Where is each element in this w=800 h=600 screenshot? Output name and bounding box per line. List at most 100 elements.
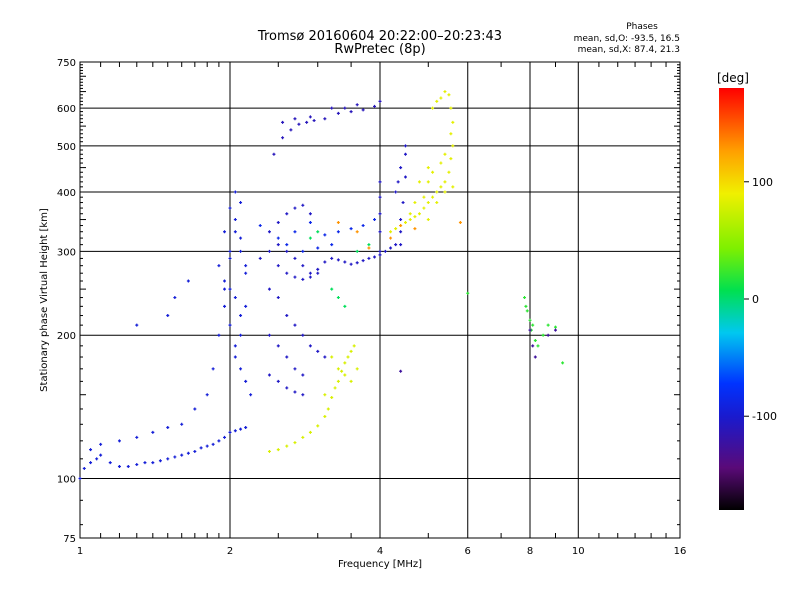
data-point xyxy=(117,439,121,443)
data-point xyxy=(349,349,353,353)
data-point xyxy=(443,152,447,156)
data-point xyxy=(217,333,221,337)
data-point xyxy=(217,439,221,443)
data-point xyxy=(413,227,417,231)
data-point xyxy=(431,106,435,110)
data-point xyxy=(323,260,327,264)
data-point xyxy=(316,230,320,234)
data-point xyxy=(451,185,455,189)
data-point xyxy=(305,120,309,124)
data-point xyxy=(449,106,453,110)
data-point xyxy=(285,355,289,359)
data-point xyxy=(180,422,184,426)
data-point xyxy=(301,249,305,253)
data-point xyxy=(308,115,312,119)
data-point xyxy=(143,461,147,465)
data-point xyxy=(399,218,403,222)
data-point xyxy=(233,230,237,234)
data-point xyxy=(301,277,305,281)
colorbar-tick-label: 100 xyxy=(752,176,773,189)
data-point xyxy=(233,344,237,348)
data-point xyxy=(523,296,527,300)
x-tick-label: 2 xyxy=(227,546,233,557)
data-point xyxy=(330,256,334,260)
data-point xyxy=(466,291,470,295)
data-point xyxy=(349,227,353,231)
data-point xyxy=(355,261,359,265)
data-point xyxy=(301,435,305,439)
data-point xyxy=(435,201,439,205)
data-point xyxy=(312,119,316,123)
data-point xyxy=(355,367,359,371)
data-point xyxy=(389,236,393,240)
data-point xyxy=(533,338,537,342)
colorbar-label: [deg] xyxy=(717,71,749,85)
data-point xyxy=(267,333,271,337)
data-point xyxy=(426,218,430,222)
data-point xyxy=(316,267,320,271)
data-point xyxy=(343,106,347,110)
data-point xyxy=(166,425,170,429)
data-point xyxy=(383,249,387,253)
data-point xyxy=(228,287,232,291)
data-point xyxy=(135,463,139,467)
data-point xyxy=(449,157,453,161)
grid-lines xyxy=(80,62,680,538)
data-point xyxy=(323,233,327,237)
data-point xyxy=(336,230,340,234)
data-point xyxy=(89,461,93,465)
data-point xyxy=(308,221,312,225)
data-point xyxy=(340,369,344,373)
data-point xyxy=(166,314,170,318)
data-point xyxy=(336,258,340,262)
data-point xyxy=(316,424,320,428)
data-point xyxy=(228,430,232,434)
data-point xyxy=(173,455,177,459)
data-point xyxy=(355,249,359,253)
data-point xyxy=(239,314,243,318)
phase-colorbar: [deg] 100 0 -100 xyxy=(717,71,777,510)
data-point xyxy=(285,314,289,318)
data-point xyxy=(276,264,280,268)
data-point xyxy=(378,230,382,234)
data-point xyxy=(343,361,347,365)
data-point xyxy=(233,355,237,359)
data-point xyxy=(399,243,403,247)
data-point xyxy=(293,256,297,260)
data-point xyxy=(408,212,412,216)
data-point xyxy=(533,355,537,359)
data-point xyxy=(422,206,426,210)
x-tick-label: 16 xyxy=(674,546,687,557)
data-point xyxy=(267,373,271,377)
data-point xyxy=(361,259,365,263)
data-point xyxy=(117,464,121,468)
x-axis-label: Frequency [MHz] xyxy=(338,559,422,570)
phases-line-o: mean, sd,O: -93.5, 16.5 xyxy=(574,34,680,44)
data-point xyxy=(301,203,305,207)
data-point xyxy=(458,221,462,225)
data-point xyxy=(426,166,430,170)
data-point xyxy=(528,318,532,322)
data-point xyxy=(285,444,289,448)
data-point xyxy=(394,190,398,194)
data-point xyxy=(276,344,280,348)
data-point xyxy=(239,333,243,337)
data-point xyxy=(258,224,262,228)
data-point xyxy=(228,249,232,253)
data-point xyxy=(308,430,312,434)
data-point xyxy=(239,427,243,431)
data-point xyxy=(451,144,455,148)
data-point xyxy=(301,333,305,337)
data-point xyxy=(439,161,443,165)
data-point xyxy=(276,448,280,452)
x-tick-label: 10 xyxy=(572,546,585,557)
data-point xyxy=(561,361,565,365)
data-point xyxy=(399,224,403,228)
data-point xyxy=(373,104,377,108)
data-point xyxy=(308,236,312,240)
phases-title: Phases xyxy=(626,22,658,32)
data-point xyxy=(349,262,353,266)
data-point xyxy=(223,435,227,439)
y-axis-label: Stationary phase Virtual Height [km] xyxy=(39,208,50,392)
chart-subtitle: RwPretec (8p) xyxy=(334,42,425,57)
